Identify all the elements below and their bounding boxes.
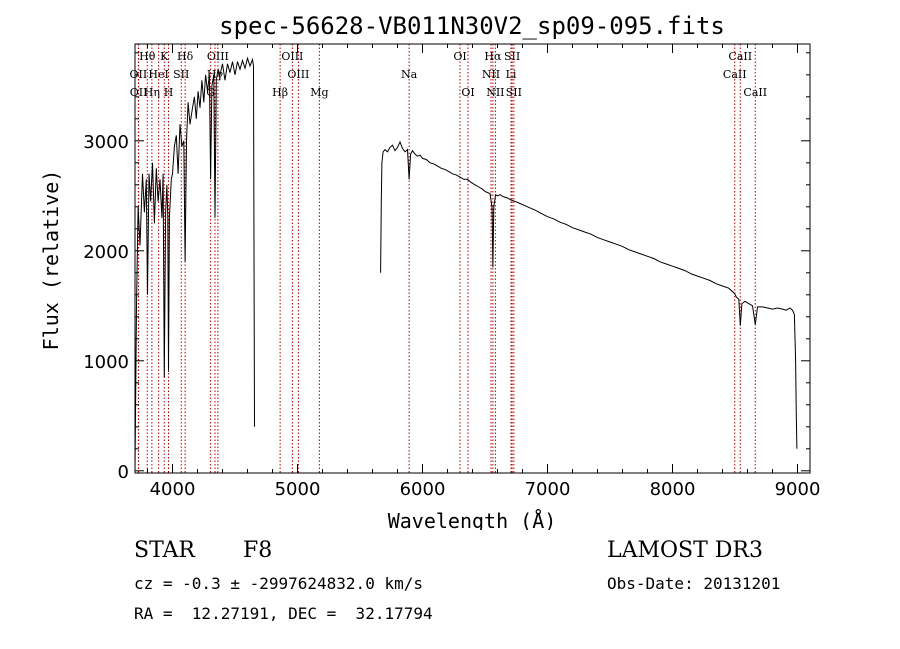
redshift-cz: cz = -0.3 ± -2997624832.0 km/s	[134, 574, 423, 593]
x-tick-label-0: 4000	[150, 479, 196, 500]
y-tick-label-3: 3000	[83, 132, 129, 153]
spectral-subclass: F8	[243, 538, 273, 563]
line-label-18: OI	[461, 86, 474, 99]
line-label-10: Hγ	[207, 68, 224, 81]
line-label-21: NII	[486, 86, 504, 99]
line-label-26: CaII	[723, 68, 747, 81]
x-axis-label: Wavelength (Å)	[388, 509, 557, 530]
x-tick-label-1: 5000	[275, 479, 321, 500]
line-label-0: Hθ	[139, 50, 156, 63]
line-label-5: Hη	[144, 86, 160, 99]
line-label-14: Hβ	[272, 86, 288, 99]
x-tick-label-5: 9000	[775, 479, 821, 500]
plot-frame	[134, 43, 811, 474]
survey-name: LAMOST DR3	[607, 538, 763, 563]
line-label-19: Hα	[484, 50, 502, 63]
line-label-2: OII	[130, 86, 148, 99]
y-tick-label-1: 1000	[83, 352, 129, 373]
line-label-20: NII	[482, 68, 500, 81]
x-tick-label-3: 7000	[525, 479, 571, 500]
line-label-17: OI	[453, 50, 466, 63]
line-label-15: Mg	[310, 86, 328, 99]
line-label-25: CaII	[728, 50, 752, 63]
line-label-16: Na	[401, 68, 418, 81]
line-label-8: H	[164, 86, 174, 99]
line-label-9: OIII	[207, 50, 229, 63]
x-tick-label-4: 8000	[650, 479, 696, 500]
y-tick-label-0: 0	[118, 462, 129, 483]
spectrum-series	[134, 56, 798, 471]
line-label-7: SII	[173, 68, 189, 81]
axis-ticks: 4000 5000 6000 7000 8000 9000 0 1000 2000 3000	[83, 44, 820, 500]
x-tick-label-2: 6000	[400, 479, 446, 500]
spectrum-segment-1	[380, 140, 798, 449]
line-label-27: CaII	[743, 86, 767, 99]
line-label-6: Hδ	[177, 50, 194, 63]
line-label-3: K	[160, 50, 169, 63]
line-label-22: SII	[504, 50, 520, 63]
spectrum-segment-0	[134, 56, 255, 471]
line-label-23: Li	[506, 68, 517, 81]
spectrum-chart: spec-56628-VB011N30V2_sp09-095.fits Hθ OI…	[39, 12, 820, 530]
observation-date: Obs-Date: 20131201	[607, 574, 781, 593]
spectral-line-markers: HθOIIOIIKHeIHηHδSIIHOIIIHγGOIIIOIIIHβMgN…	[130, 44, 767, 473]
line-label-11: G	[206, 86, 215, 99]
ra-dec: RA = 12.27191, DEC = 32.17794	[134, 604, 433, 623]
line-label-4: HeI	[148, 68, 168, 81]
y-axis-label: Flux (relative)	[39, 170, 63, 351]
chart-title: spec-56628-VB011N30V2_sp09-095.fits	[219, 12, 725, 40]
line-label-24: SII	[506, 86, 522, 99]
object-type: STAR	[134, 538, 195, 563]
line-label-12: OIII	[281, 50, 303, 63]
line-label-13: OIII	[287, 68, 309, 81]
y-tick-label-2: 2000	[83, 242, 129, 263]
